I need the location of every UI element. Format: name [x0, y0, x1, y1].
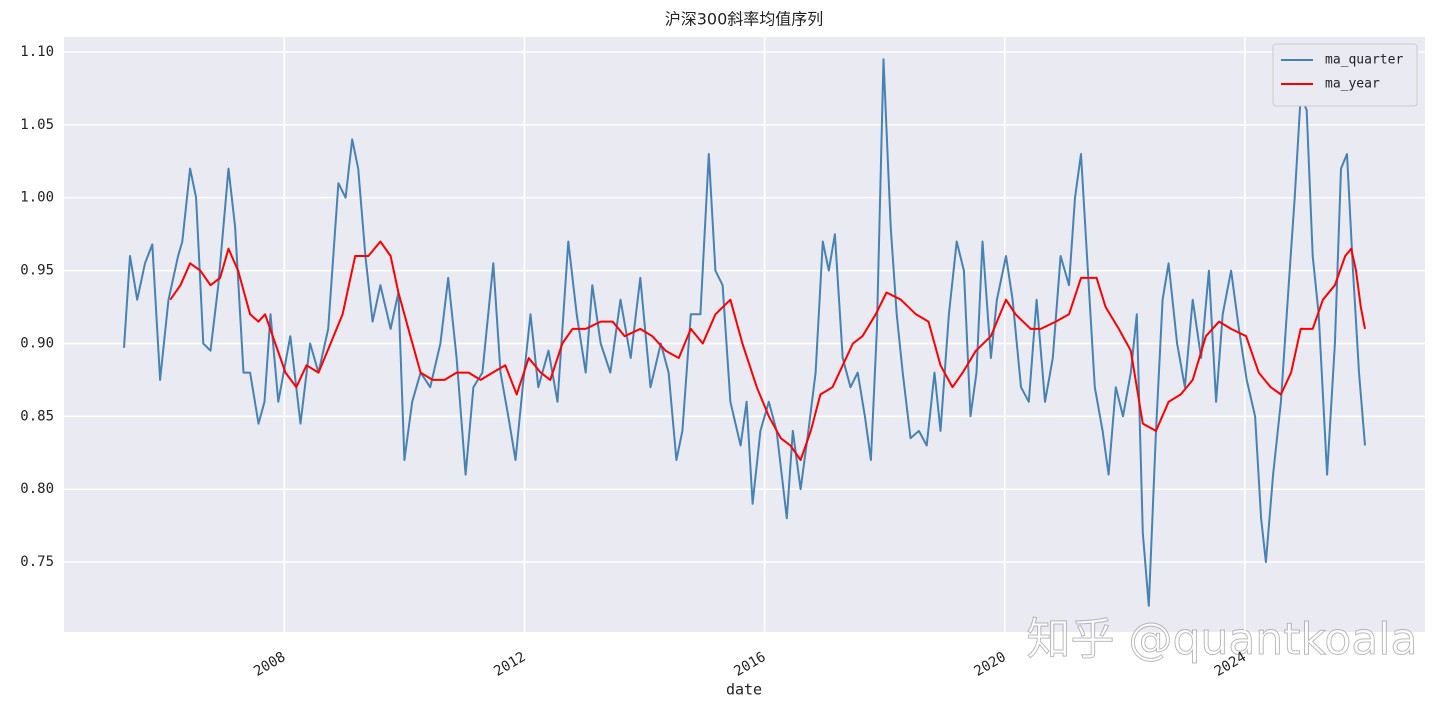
legend-label: ma_year: [1325, 77, 1380, 92]
watermark: 知乎 @quantkoala: [1027, 614, 1418, 665]
y-tick-label: 0.95: [20, 263, 54, 279]
data-line: [123, 58, 1366, 607]
x-axis-label: date: [726, 681, 762, 699]
y-tick-label: 0.80: [20, 481, 54, 497]
legend-label: ma_quarter: [1325, 53, 1403, 68]
data-line: [169, 240, 1366, 461]
x-tick-label: 2020: [972, 649, 1009, 680]
x-tick-label: 2016: [731, 649, 768, 680]
y-tick-label: 1.05: [20, 117, 54, 133]
y-tick-label: 0.85: [20, 408, 54, 424]
legend: ma_quarter ma_year: [1272, 43, 1418, 107]
y-tick-label: 0.75: [20, 554, 54, 570]
y-tick-label: 1.00: [20, 190, 54, 206]
chart-title: 沪深300斜率均值序列: [665, 10, 824, 29]
y-tick-label: 0.90: [20, 335, 54, 351]
x-tick-label: 2008: [251, 649, 288, 680]
lines: [123, 58, 1366, 607]
x-tick-label: 2012: [491, 649, 528, 680]
y-tick-label: 1.10: [20, 44, 54, 60]
